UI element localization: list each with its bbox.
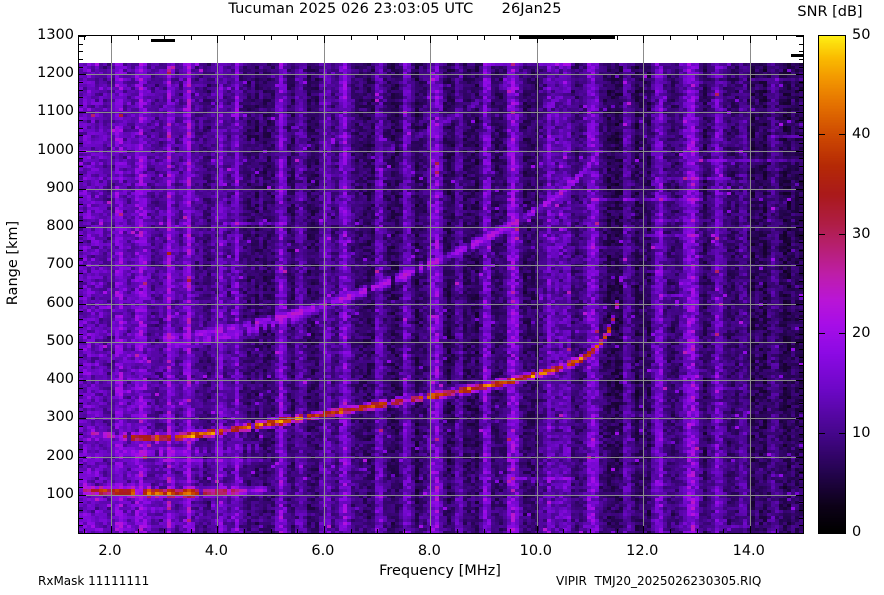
x-axis-title: Frequency [MHz] [379, 563, 501, 579]
y-tick-label: 900 [46, 179, 74, 196]
x-tick-label: 8.0 [417, 543, 441, 559]
x-tick-label: 14.0 [732, 543, 765, 559]
y-tick-label: 500 [46, 332, 74, 349]
y-tick-label: 400 [46, 371, 74, 388]
ionogram-plot-area[interactable] [78, 35, 804, 534]
colorbar-tick-label: 40 [852, 126, 871, 143]
colorbar-title: SNR [dB] [797, 4, 863, 20]
y-tick-label: 1300 [37, 27, 74, 43]
colorbar-gradient [819, 36, 845, 533]
ionogram-heatmap-canvas [79, 36, 803, 533]
source-file-label: VIPIR TMJ20_2025026230305.RIQ [556, 574, 762, 588]
y-tick-label: 300 [46, 409, 74, 426]
x-tick-label: 4.0 [204, 543, 228, 559]
y-tick-label: 100 [46, 485, 74, 502]
colorbar-tick-label: 30 [852, 225, 871, 242]
y-tick-label: 600 [46, 294, 74, 311]
y-tick-label: 700 [46, 256, 74, 273]
x-tick-label: 6.0 [311, 543, 335, 559]
x-tick-label: 2.0 [98, 543, 122, 559]
y-tick-label: 1000 [37, 141, 74, 158]
x-tick-label: 10.0 [519, 543, 552, 559]
y-tick-label: 800 [46, 218, 74, 235]
y-axis-title: Range [km] [5, 220, 21, 306]
colorbar-tick-label: 0 [852, 524, 862, 540]
colorbar-tick-label: 50 [852, 27, 871, 43]
colorbar [818, 35, 846, 534]
y-tick-label: 1200 [37, 65, 74, 82]
rxmask-label: RxMask 11111111 [38, 574, 150, 588]
y-tick-label: 1100 [37, 103, 74, 120]
colorbar-tick-label: 20 [852, 325, 871, 342]
page-title: Tucuman 2025 026 23:03:05 UTC 26Jan25 [228, 1, 562, 17]
x-tick-label: 12.0 [626, 543, 659, 559]
y-tick-label: 200 [46, 447, 74, 464]
colorbar-tick-label: 10 [852, 424, 871, 441]
y-axis-tick-labels: 100 200 300 400 500 600 700 800 900 1000 1100 1200 1… [28, 0, 74, 595]
x-axis-tick-labels: 2.0 4.0 6.0 8.0 10.0 12.0 14.0 [78, 540, 802, 560]
